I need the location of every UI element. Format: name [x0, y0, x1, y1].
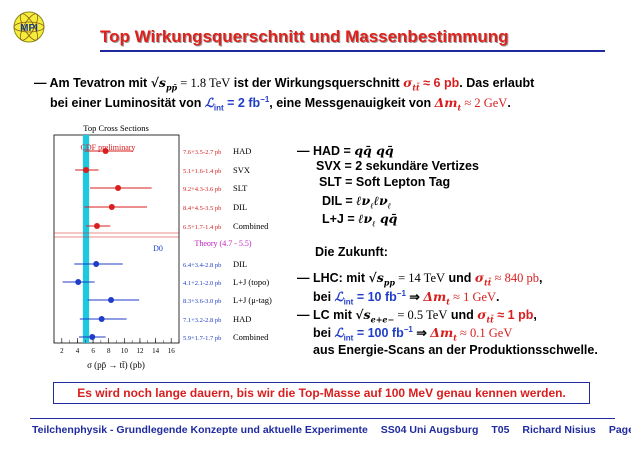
point-value-label: 8.4+4.5-3.5 pb [183, 205, 221, 212]
point-channel-label: DIL [233, 259, 247, 269]
data-point [83, 167, 90, 173]
point-value-label: 6.4+3.4-2.8 pb [183, 262, 221, 269]
point-channel-label: SVX [233, 165, 250, 175]
x-tick-label: 10 [121, 347, 129, 355]
data-point [108, 204, 115, 210]
had-definition: — HAD = qq̄ qq̄ [297, 143, 394, 158]
x-tick-label: 16 [168, 347, 176, 355]
x-tick-label: 6 [91, 347, 95, 355]
plot-frame [53, 134, 180, 344]
point-channel-label: L+J (topo) [233, 277, 269, 287]
data-point [108, 297, 115, 303]
data-point [93, 223, 100, 229]
mpi-logo: MPI [13, 11, 45, 43]
point-value-label: 5.1+1.6-1.4 pb [183, 168, 221, 175]
top-cross-section-chart: Top Cross Sections 2 4 6 8 10 12 14 16 7.6+3.5-… [53, 123, 272, 370]
bottom-note: Es wird noch lange dauern, bis wir die T… [53, 382, 590, 404]
footer-course: Teilchenphysik - Grundlegende Konzepte u… [32, 424, 368, 436]
point-value-label: 9.2+4.3-3.6 pb [183, 186, 221, 193]
data-point [98, 316, 105, 322]
footer-divider [30, 418, 615, 419]
data-point [102, 148, 109, 154]
x-axis-label: σ (pp̄ → tt̄) (pb) [87, 360, 145, 370]
point-value-label: 7.1+3.2-2.8 pb [183, 317, 221, 324]
intro-line-1: — Am Tevatron mit √spp̄ = 1.8 TeV ist de… [34, 75, 535, 93]
x-tick-label: 14 [152, 347, 160, 355]
point-channel-label: Combined [233, 332, 269, 342]
lc-line-3: aus Energie-Scans an der Produktionsschw… [313, 343, 598, 357]
title-underline [100, 50, 605, 52]
point-channel-label: L+J (μ-tag) [233, 295, 272, 305]
point-channel-label: DIL [233, 202, 247, 212]
point-value-label: 8.3+3.6-3.0 pb [183, 298, 221, 305]
point-value-label: 6.5+1.7-1.4 pb [183, 224, 221, 231]
data-point [75, 279, 82, 285]
intro-line-2: bei einer Luminosität von ℒint = 2 fb−1,… [50, 95, 511, 113]
logo-text: MPI [20, 23, 38, 34]
theory-band [82, 135, 90, 343]
svx-definition: SVX = 2 sekundäre Vertizes [316, 159, 479, 173]
footer-author: Richard Nisius [522, 424, 596, 436]
slt-definition: SLT = Soft Lepton Tag [319, 175, 451, 189]
data-point [115, 185, 122, 191]
lc-line-2: bei ℒint = 100 fb−1 ⇒ Δmt ≈ 0.1 GeV [313, 325, 513, 343]
future-heading: Die Zukunft: [315, 245, 388, 259]
point-value-label: 5.9+1.7-1.7 pb [183, 335, 221, 342]
point-channel-label: SLT [233, 183, 248, 193]
lj-definition: L+J = ℓνℓ qq̄ [322, 211, 398, 229]
point-value-label: 4.1+2.1-2.0 pb [183, 280, 221, 287]
footer-term: SS04 Uni Augsburg [380, 424, 479, 436]
data-point [93, 261, 100, 267]
x-tick-label: 2 [60, 347, 64, 355]
x-tick-label: 12 [136, 347, 144, 355]
chart-title: Top Cross Sections [83, 123, 149, 133]
lhc-line-2: bei ℒint = 10 fb−1 ⇒ Δmt ≈ 1 GeV. [313, 289, 500, 307]
data-point [89, 334, 96, 340]
d0-group-label: D0 [153, 244, 163, 253]
footer-page: Page 16 [608, 424, 631, 436]
cdf-group-label: CDF preliminary [81, 143, 136, 152]
lc-line-1: — LC mit √se+e− = 0.5 TeV und σtt̄ ≈ 1 p… [297, 307, 537, 325]
x-tick-label: 4 [76, 347, 80, 355]
point-value-label: 7.6+3.5-2.7 pb [183, 149, 221, 156]
dil-definition: DIL = ℓνℓℓνℓ [322, 193, 392, 211]
page-title: Top Wirkungsquerschnitt und Massenbestim… [100, 27, 509, 46]
footer-code: T05 [491, 424, 510, 436]
point-channel-label: Combined [233, 221, 269, 231]
footer: Teilchenphysik - Grundlegende Konzepte u… [32, 424, 631, 436]
lhc-line-1: — LHC: mit √spp = 14 TeV und σtt̄ ≈ 840 … [297, 270, 543, 288]
theory-label: Theory (4.7 - 5.5) [194, 239, 251, 248]
point-channel-label: HAD [233, 314, 251, 324]
x-tick-label: 8 [107, 347, 111, 355]
point-channel-label: HAD [233, 146, 251, 156]
